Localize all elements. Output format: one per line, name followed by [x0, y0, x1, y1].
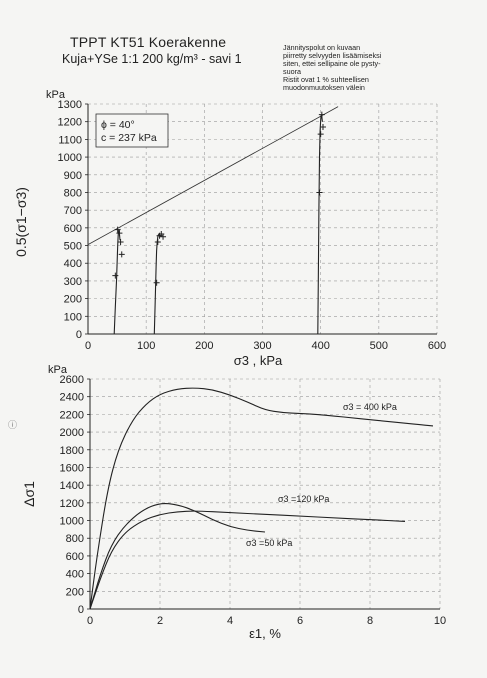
x-tick-label: 6 — [297, 615, 303, 627]
y-unit-label: kPa — [48, 364, 68, 376]
failure-envelope-line — [87, 106, 339, 246]
y-tick-label: 100 — [64, 311, 82, 323]
chart-subtitle: Kuja+YSe 1:1 200 kg/m³ - savi 1 — [62, 52, 242, 66]
y-tick-label: 1400 — [60, 480, 84, 492]
y-tick-label: 1200 — [58, 117, 82, 129]
strain-marker — [112, 272, 119, 279]
x-tick-label: 4 — [227, 615, 233, 627]
x-tick-label: 600 — [428, 340, 446, 352]
y-tick-label: 800 — [66, 533, 84, 545]
y-tick-label: 500 — [64, 241, 82, 253]
strain-marker — [154, 239, 161, 245]
x-tick-label: 400 — [311, 340, 329, 352]
y-tick-label: 1300 — [58, 99, 82, 111]
y-tick-label: 400 — [66, 569, 84, 581]
x-tick-label: 0 — [87, 615, 93, 627]
x-tick-label: 200 — [195, 340, 213, 352]
series-label-50: σ3 =50 kPa — [246, 538, 292, 548]
y-axis-label: 0.5(σ1−σ3) — [13, 187, 29, 257]
y-tick-label: 2600 — [60, 374, 84, 386]
y-tick-label: 200 — [64, 294, 82, 306]
y-tick-label: 300 — [64, 276, 82, 288]
stress-path-series — [153, 234, 162, 335]
x-axis-label: σ3 , kPa — [234, 353, 283, 368]
x-tick-label: 10 — [434, 615, 446, 627]
y-tick-label: 1000 — [60, 516, 84, 528]
y-tick-label: 2000 — [60, 427, 84, 439]
chart-note: Jännityspolut on kuvaan piirretty selvyy… — [283, 44, 433, 92]
x-tick-label: 2 — [157, 615, 163, 627]
x-axis-label: ε1, % — [249, 626, 281, 641]
stress-path-series — [317, 114, 323, 335]
strain-marker — [153, 279, 160, 286]
note-line: suora — [283, 67, 301, 76]
strain-curve-series — [89, 510, 406, 610]
x-tick-label: 300 — [253, 340, 271, 352]
y-tick-label: 1000 — [58, 152, 82, 164]
y-tick-label: 2200 — [60, 409, 84, 421]
strain-curve-series — [89, 387, 434, 610]
x-tick-label: 8 — [367, 615, 373, 627]
y-tick-label: 1200 — [60, 498, 84, 510]
note-line: Jännityspolut on kuvaan — [283, 43, 361, 52]
y-tick-label: 2400 — [60, 392, 84, 404]
strain-marker — [316, 189, 323, 196]
strain-marker — [319, 124, 326, 130]
y-tick-label: 1100 — [58, 134, 82, 146]
strain-marker — [114, 226, 121, 233]
y-tick-label: 200 — [66, 586, 84, 598]
side-mark-icon: ⓘ — [8, 420, 18, 430]
note-line: Ristit ovat 1 % suhteellisen — [283, 75, 369, 84]
strain-marker — [318, 111, 325, 118]
note-line: piirretty selvyyden lisäämiseksi — [283, 51, 382, 60]
y-tick-label: 0 — [78, 604, 84, 616]
strain-marker — [317, 131, 324, 138]
y-tick-label: 1800 — [60, 445, 84, 457]
legend-cohesion: c = 237 kPa — [101, 132, 157, 144]
series-label-120: σ3 =120 kPa — [278, 494, 329, 504]
note-line: muodonmuutoksen välein — [283, 83, 365, 92]
y-tick-label: 600 — [64, 223, 82, 235]
x-tick-label: 0 — [85, 340, 91, 352]
legend-phi: ϕ = 40° — [101, 119, 135, 131]
strain-marker — [160, 233, 167, 240]
y-tick-label: 600 — [66, 551, 84, 563]
chart-title: TPPT KT51 Koerakenne — [70, 34, 227, 50]
y-tick-label: 1600 — [60, 462, 84, 474]
y-tick-label: 0 — [76, 329, 82, 341]
strain-marker — [117, 239, 124, 245]
strain-marker — [118, 251, 125, 258]
x-tick-label: 100 — [137, 340, 155, 352]
note-line: siten, ettei sellipaine ole pysty- — [283, 59, 381, 68]
strain-curve-series — [89, 502, 266, 610]
strain-marker — [116, 230, 123, 237]
x-tick-label: 500 — [370, 340, 388, 352]
y-tick-label: 700 — [64, 205, 82, 217]
y-unit-label: kPa — [46, 89, 66, 101]
y-axis-label: Δσ1 — [21, 481, 37, 507]
legend-box — [95, 113, 169, 148]
series-label-400: σ3 = 400 kPa — [343, 402, 397, 412]
y-tick-label: 800 — [64, 187, 82, 199]
y-tick-label: 900 — [64, 170, 82, 182]
y-tick-label: 400 — [64, 258, 82, 270]
